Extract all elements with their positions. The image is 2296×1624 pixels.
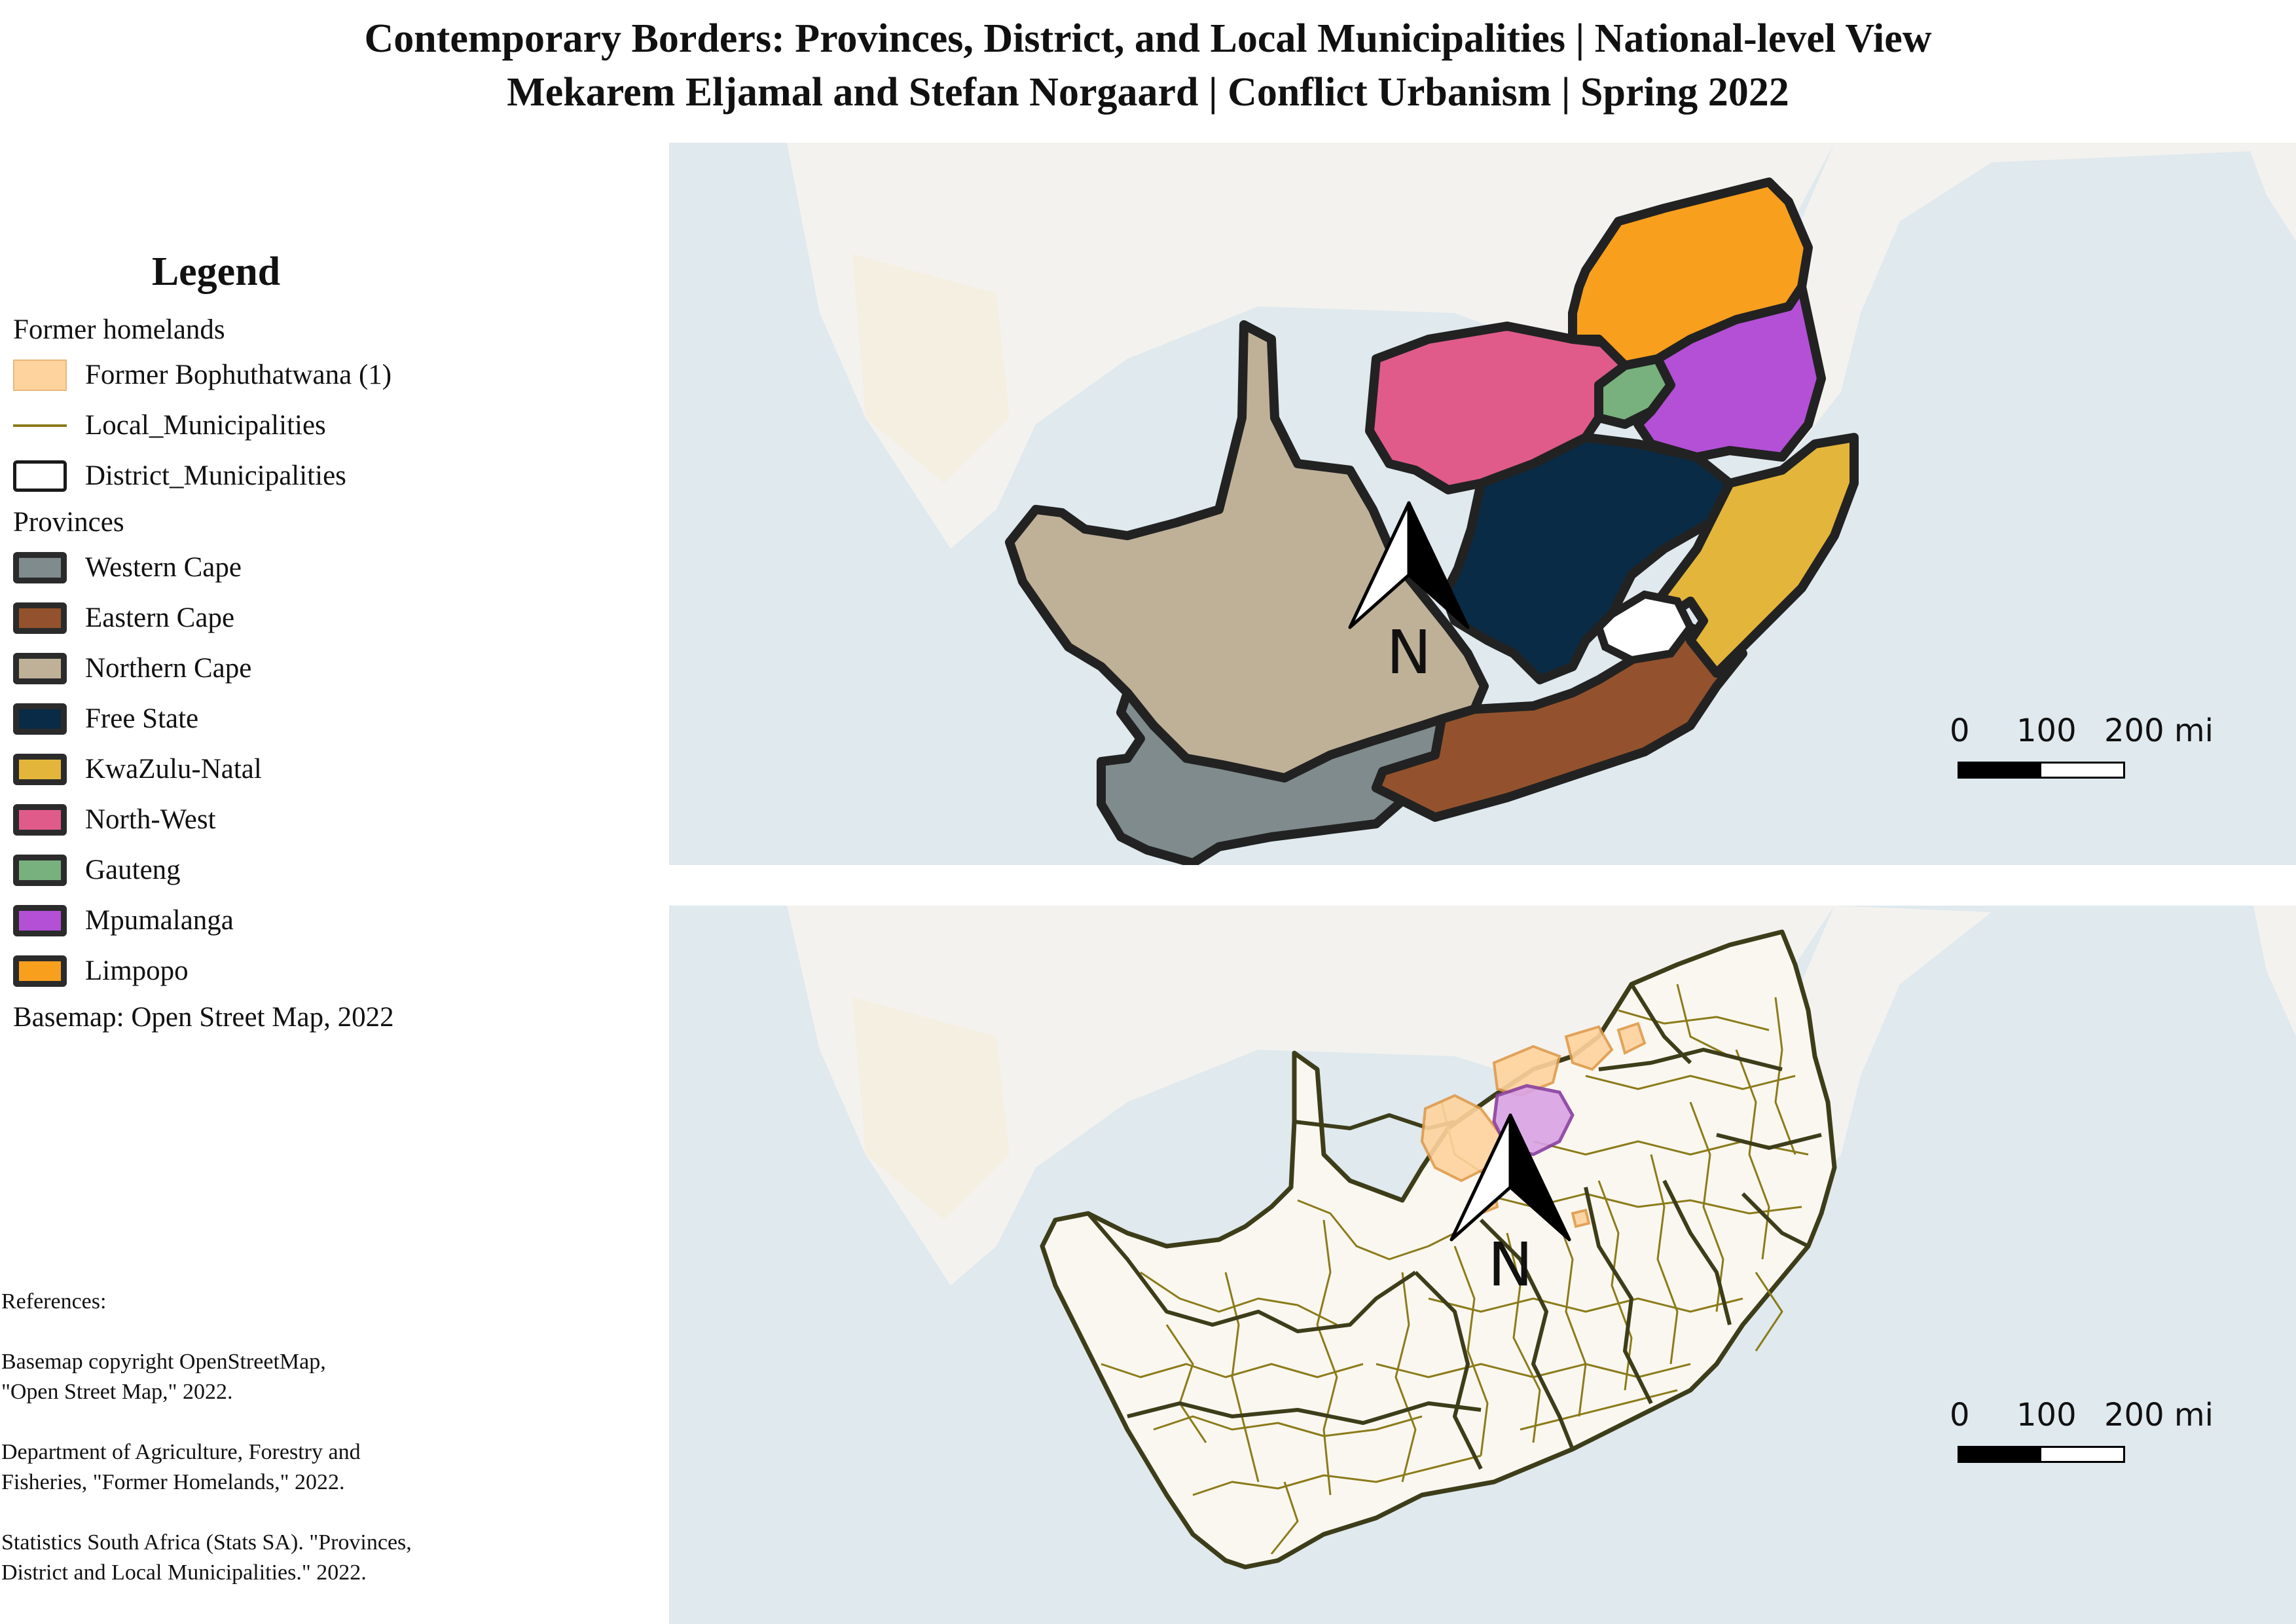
reference-line: "Open Street Map," 2022.: [1, 1380, 233, 1404]
legend-province-mpumalanga: Mpumalanga: [13, 895, 602, 946]
province-swatch: [13, 652, 67, 684]
scale-tick-1: 100: [2016, 1397, 2077, 1433]
reference-line: Basemap copyright OpenStreetMap,: [1, 1350, 326, 1374]
reference-line: Department of Agriculture, Forestry and: [1, 1440, 361, 1464]
province-swatch: [13, 602, 67, 634]
province-swatch: [13, 753, 67, 785]
scale-bar-graphic: [1958, 1446, 2125, 1463]
legend-item-label: Gauteng: [85, 855, 181, 885]
province-swatch: [13, 904, 67, 936]
basemap-madagascar: [2247, 143, 2296, 241]
province-swatch: [13, 551, 67, 583]
district-municipality-swatch: [13, 460, 67, 492]
homeland-patch: [1492, 1044, 1561, 1098]
reference-line: District and Local Municipalities." 2022…: [1, 1560, 367, 1585]
homeland-patch: [1564, 1025, 1614, 1071]
legend-group-provinces: Provinces: [13, 507, 124, 538]
reference-2: Department of Agriculture, Forestry and F…: [1, 1437, 499, 1498]
province-eastern-cape[interactable]: [1372, 623, 1747, 822]
provinces-map-svg: [669, 143, 2296, 865]
legend-title: Legend: [151, 249, 281, 294]
legend-province-western-cape: Western Cape: [13, 542, 602, 593]
province-swatch: [13, 703, 67, 735]
province-legend-list: Western Cape Eastern Cape Northern Cape …: [13, 542, 602, 996]
legend-item-label: Local_Municipalities: [85, 410, 326, 441]
legend-item-label: District_Municipalities: [85, 460, 346, 491]
province-swatch: [13, 803, 67, 836]
scale-tick-0: 0: [1950, 1397, 1970, 1433]
basemap-namibia-desert: [852, 254, 1010, 483]
legend-item-district-municipalities: District_Municipalities: [13, 451, 602, 501]
legend-item-label: Former Bophuthatwana (1): [85, 360, 392, 390]
north-arrow-icon: [1348, 501, 1470, 629]
legend-province-free-state: Free State: [13, 693, 602, 744]
scale-tick-2: 200 mi: [2104, 1397, 2214, 1433]
scale-bar-black-segment: [1959, 764, 2041, 777]
province-kwazulu-natal[interactable]: [1653, 433, 1859, 678]
legend-province-north-west: North-West: [13, 794, 602, 845]
legend: Legend Former homelands Former Bophuthat…: [13, 249, 602, 1033]
legend-province-northern-cape: Northern Cape: [13, 643, 602, 693]
scale-bar-black-segment: [1959, 1448, 2041, 1461]
homeland-patch: [1616, 1022, 1647, 1055]
references: References: Basemap copyright OpenStreet…: [1, 1287, 499, 1618]
legend-item-homeland: Former Bophuthatwana (1): [13, 350, 602, 400]
lesotho: [1594, 590, 1696, 665]
north-label: N: [1487, 1230, 1533, 1300]
reference-3: Statistics South Africa (Stats SA). "Pro…: [1, 1528, 499, 1588]
province-swatch: [13, 854, 67, 886]
scale-tick-0: 0: [1950, 712, 1970, 749]
north-arrow-icon: [1449, 1113, 1571, 1242]
legend-item-local-municipalities: Local_Municipalities: [13, 400, 602, 451]
scale-bar: 0 100 200 mi: [1947, 1397, 2222, 1475]
legend-item-label: Western Cape: [85, 552, 242, 583]
basemap-mozambique-coast: [1743, 143, 2296, 451]
legend-item-label: Northern Cape: [85, 653, 252, 684]
north-label: N: [1386, 618, 1432, 688]
reference-line: Fisheries, "Former Homelands," 2022.: [1, 1470, 345, 1494]
basemap-africa-land: [669, 143, 2296, 549]
province-swatch: [13, 955, 67, 987]
legend-province-gauteng: Gauteng: [13, 845, 602, 895]
legend-item-label: KwaZulu-Natal: [85, 754, 262, 784]
province-western-cape[interactable]: [1097, 688, 1446, 865]
local-municipality-line-swatch: [13, 424, 67, 427]
homeland-swatch: [13, 359, 67, 391]
basemap-madagascar: [2253, 906, 2296, 1037]
homeland-patch: [1571, 1208, 1591, 1228]
provinces-map-panel[interactable]: N 0 100 200 mi: [669, 143, 2296, 865]
map-title-block: Contemporary Borders: Provinces, Distric…: [0, 12, 2296, 119]
legend-item-label: Free State: [85, 703, 199, 734]
district-municipality-lines: [1086, 983, 1822, 1470]
legend-item-label: North-West: [85, 804, 216, 835]
legend-item-label: Limpopo: [85, 955, 189, 986]
legend-item-label: Eastern Cape: [85, 602, 235, 633]
scale-bar: 0 100 200 mi: [1947, 712, 2222, 791]
legend-province-kwazulu-natal: KwaZulu-Natal: [13, 744, 602, 794]
references-heading: References:: [1, 1289, 107, 1314]
scale-bar-graphic: [1958, 762, 2125, 779]
scale-tick-1: 100: [2016, 712, 2077, 749]
legend-province-limpopo: Limpopo: [13, 946, 602, 996]
municipalities-map-svg: [669, 906, 2296, 1570]
basemap-note: Basemap: Open Street Map, 2022: [13, 1002, 394, 1033]
title-line-2: Mekarem Eljamal and Stefan Norgaard | Co…: [507, 70, 1789, 115]
basemap-namibia-desert: [852, 997, 1010, 1220]
legend-province-eastern-cape: Eastern Cape: [13, 593, 602, 643]
province-limpopo[interactable]: [1568, 177, 1813, 370]
reference-line: Statistics South Africa (Stats SA). "Pro…: [1, 1530, 412, 1555]
reference-1: Basemap copyright OpenStreetMap, "Open St…: [1, 1347, 499, 1407]
legend-item-label: Mpumalanga: [85, 905, 234, 936]
legend-group-homelands: Former homelands: [13, 314, 225, 345]
province-north-west[interactable]: [1365, 322, 1636, 494]
local-municipality-lines: [1101, 984, 1809, 1555]
scale-tick-2: 200 mi: [2104, 712, 2214, 749]
municipalities-map-panel[interactable]: N 0 100 200 mi: [669, 906, 2296, 1624]
title-line-1: Contemporary Borders: Provinces, Distric…: [364, 16, 1932, 61]
